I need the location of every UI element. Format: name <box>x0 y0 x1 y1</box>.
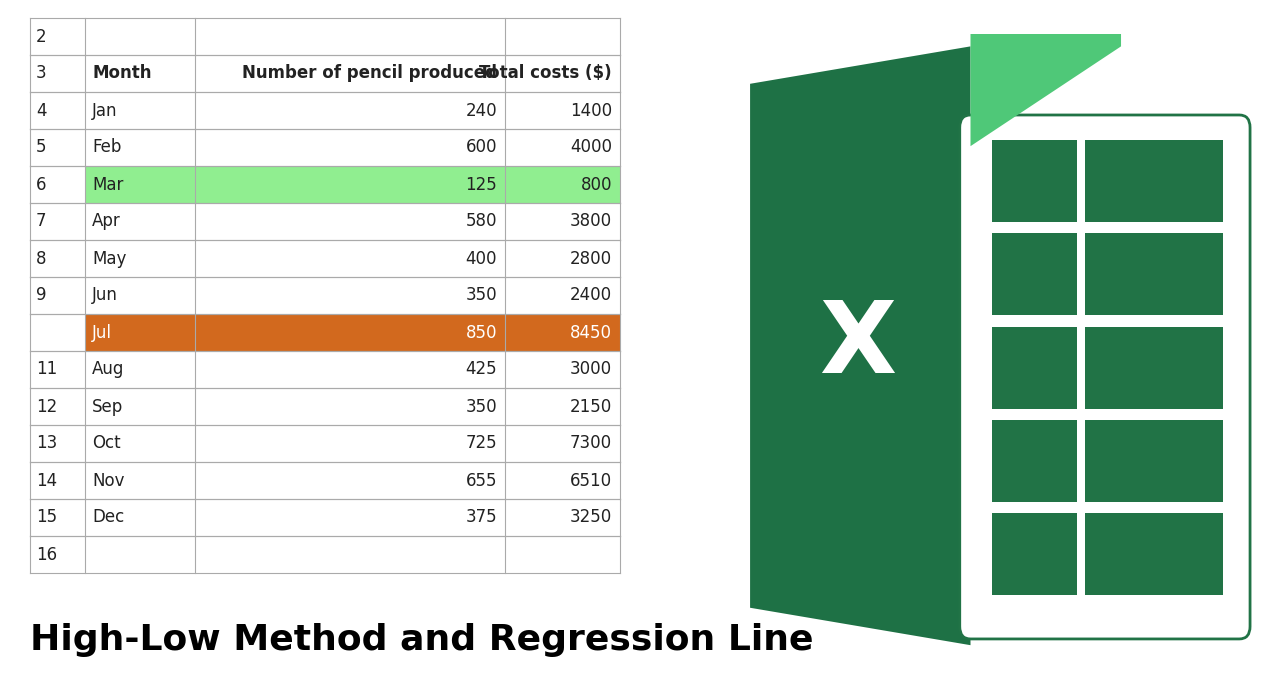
Text: 16: 16 <box>36 546 58 563</box>
Text: 350: 350 <box>466 397 497 416</box>
Text: 12: 12 <box>36 397 58 416</box>
Text: Sep: Sep <box>92 397 123 416</box>
Bar <box>1085 233 1224 315</box>
Text: 3250: 3250 <box>570 508 612 527</box>
Text: 375: 375 <box>466 508 497 527</box>
Text: 240: 240 <box>466 102 497 119</box>
Text: 8: 8 <box>36 250 46 268</box>
Text: 15: 15 <box>36 508 58 527</box>
Text: Number of pencil produced: Number of pencil produced <box>242 64 497 83</box>
Polygon shape <box>970 34 1121 146</box>
Text: 725: 725 <box>466 435 497 452</box>
Bar <box>1085 420 1224 502</box>
FancyBboxPatch shape <box>960 115 1251 639</box>
Text: 3000: 3000 <box>570 361 612 378</box>
Text: Dec: Dec <box>92 508 124 527</box>
Bar <box>1085 513 1224 595</box>
Bar <box>992 327 1076 409</box>
Text: Jun: Jun <box>92 287 118 304</box>
Text: 125: 125 <box>465 176 497 193</box>
Text: High-Low Method and Regression Line: High-Low Method and Regression Line <box>29 623 814 657</box>
Text: 3: 3 <box>36 64 46 83</box>
Text: May: May <box>92 250 127 268</box>
Text: 10: 10 <box>36 323 58 342</box>
Bar <box>1085 327 1224 409</box>
Text: Jul: Jul <box>92 323 113 342</box>
Text: Mar: Mar <box>92 176 123 193</box>
Text: 425: 425 <box>466 361 497 378</box>
Text: Nov: Nov <box>92 471 124 490</box>
Text: 11: 11 <box>36 361 58 378</box>
Text: Month: Month <box>92 64 151 83</box>
Text: 7: 7 <box>36 212 46 231</box>
Bar <box>992 140 1076 222</box>
Text: 850: 850 <box>466 323 497 342</box>
Text: 580: 580 <box>466 212 497 231</box>
Bar <box>84 314 620 351</box>
Bar <box>992 233 1076 315</box>
Text: 2150: 2150 <box>570 397 612 416</box>
Text: 9: 9 <box>36 287 46 304</box>
Text: 6510: 6510 <box>570 471 612 490</box>
Text: Aug: Aug <box>92 361 124 378</box>
Text: 8450: 8450 <box>570 323 612 342</box>
Text: Total costs ($): Total costs ($) <box>480 64 612 83</box>
Text: 2: 2 <box>36 28 46 45</box>
Text: 350: 350 <box>466 287 497 304</box>
Text: 13: 13 <box>36 435 58 452</box>
Text: 7300: 7300 <box>570 435 612 452</box>
Polygon shape <box>750 46 970 645</box>
Bar <box>1085 140 1224 222</box>
Bar <box>992 420 1076 502</box>
Text: 3800: 3800 <box>570 212 612 231</box>
Text: 400: 400 <box>466 250 497 268</box>
Text: 5: 5 <box>36 138 46 157</box>
Text: 800: 800 <box>581 176 612 193</box>
Text: 14: 14 <box>36 471 58 490</box>
Text: 4: 4 <box>36 102 46 119</box>
Bar <box>84 166 620 203</box>
Text: Oct: Oct <box>92 435 120 452</box>
Text: 2800: 2800 <box>570 250 612 268</box>
Text: 6: 6 <box>36 176 46 193</box>
Text: 600: 600 <box>466 138 497 157</box>
Text: 2400: 2400 <box>570 287 612 304</box>
Text: Apr: Apr <box>92 212 120 231</box>
Text: X: X <box>819 297 896 395</box>
Text: 655: 655 <box>466 471 497 490</box>
Bar <box>992 513 1076 595</box>
Text: 1400: 1400 <box>570 102 612 119</box>
Text: Feb: Feb <box>92 138 122 157</box>
Text: Jan: Jan <box>92 102 118 119</box>
Text: 4000: 4000 <box>570 138 612 157</box>
